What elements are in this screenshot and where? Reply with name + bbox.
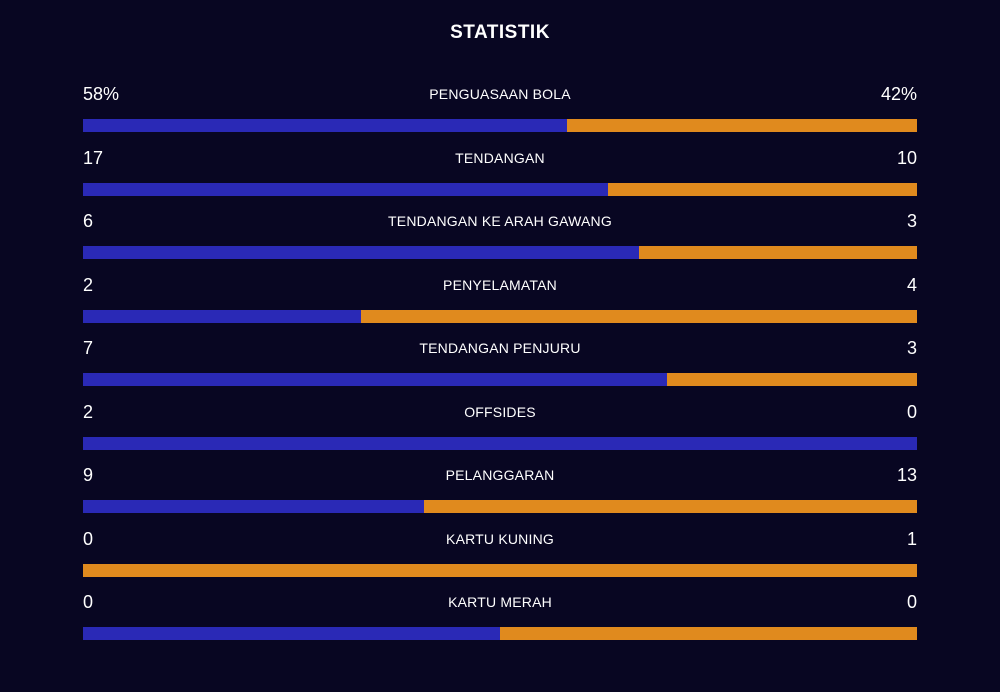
home-value: 0	[83, 528, 94, 549]
home-value: 2	[83, 401, 94, 422]
away-value: 3	[906, 338, 917, 358]
home-value: 7	[83, 338, 94, 358]
home-value: 58%	[83, 84, 120, 104]
home-bar-segment	[83, 500, 425, 513]
stat-label: PENGUASAAN BOLA	[429, 86, 571, 102]
home-value: 9	[83, 465, 94, 485]
away-value: 3	[906, 211, 917, 231]
comparison-bar	[83, 563, 917, 577]
away-bar-segment	[424, 500, 917, 513]
away-value: 0	[906, 592, 917, 612]
home-value: 17	[83, 147, 104, 168]
home-value: 2	[83, 274, 94, 295]
comparison-bar	[83, 246, 917, 259]
home-bar-segment	[83, 246, 640, 259]
stat-label: KARTU KUNING	[446, 530, 554, 547]
comparison-bar	[83, 373, 917, 386]
home-bar-segment	[83, 119, 567, 132]
comparison-bar	[83, 627, 917, 640]
home-bar-segment	[83, 436, 917, 450]
stat-row: 7 TENDANGAN PENJURU 3	[83, 334, 917, 398]
home-bar-segment	[83, 627, 500, 640]
comparison-bar	[83, 119, 917, 132]
away-bar-segment	[639, 246, 917, 259]
away-bar-segment	[608, 182, 917, 196]
stat-row: 2 PENYELAMATAN 4	[83, 271, 917, 335]
away-bar-segment	[360, 309, 917, 323]
comparison-bar	[83, 182, 917, 196]
home-value: 6	[83, 211, 94, 231]
stat-row: 2 OFFSIDES 0	[83, 398, 917, 462]
home-bar-segment	[83, 182, 609, 196]
comparison-bar	[83, 309, 917, 323]
stat-row: 0 KARTU MERAH 0	[83, 588, 917, 652]
away-value: 1	[906, 528, 917, 549]
away-value: 42%	[880, 84, 917, 104]
away-bar-segment	[666, 373, 917, 386]
away-value: 10	[896, 147, 917, 168]
comparison-bar	[83, 500, 917, 513]
stat-label: PELANGGARAN	[445, 467, 555, 483]
stat-row: 58% PENGUASAAN BOLA 42%	[83, 80, 917, 144]
page-title: STATISTIK	[450, 22, 550, 43]
stat-label: OFFSIDES	[464, 403, 536, 420]
away-value: 0	[906, 401, 917, 422]
stat-row: 6 TENDANGAN KE ARAH GAWANG 3	[83, 207, 917, 271]
away-bar-segment	[83, 563, 917, 577]
home-bar-segment	[83, 373, 667, 386]
away-bar-segment	[566, 119, 917, 132]
away-value: 4	[906, 274, 917, 295]
home-value: 0	[83, 592, 94, 612]
away-bar-segment	[500, 627, 917, 640]
stat-label: PENYELAMATAN	[443, 276, 557, 293]
stats-list: 58% PENGUASAAN BOLA 42% 17 TENDANGAN 10 6 TENDA…	[83, 80, 917, 652]
stat-row: 9 PELANGGARAN 13	[83, 461, 917, 525]
stat-row: 0 KARTU KUNING 1	[83, 525, 917, 589]
stat-label: TENDANGAN PENJURU	[419, 340, 581, 356]
stat-row: 17 TENDANGAN 10	[83, 144, 917, 208]
stat-label: KARTU MERAH	[448, 594, 552, 610]
away-value: 13	[896, 465, 917, 485]
home-bar-segment	[83, 309, 361, 323]
stat-label: TENDANGAN KE ARAH GAWANG	[388, 213, 612, 229]
comparison-bar	[83, 436, 917, 450]
stat-label: TENDANGAN	[455, 149, 545, 166]
